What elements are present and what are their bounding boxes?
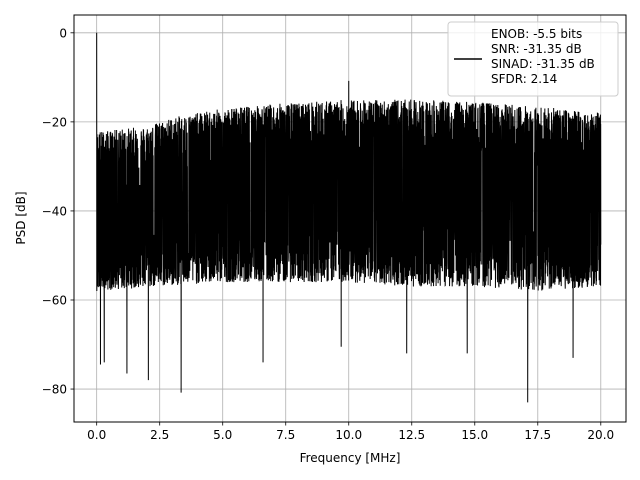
x-tick-label: 0.0 <box>87 428 106 442</box>
x-tick-label: 7.5 <box>276 428 295 442</box>
x-tick-label: 5.0 <box>213 428 232 442</box>
y-axis: 0 −20 −40 −60 −80 <box>42 26 74 397</box>
x-tick-label: 17.5 <box>524 428 551 442</box>
legend-sfdr: SFDR: 2.14 <box>491 72 557 86</box>
legend-enob: ENOB: -5.5 bits <box>491 27 582 41</box>
legend-sinad: SINAD: -31.35 dB <box>491 57 595 71</box>
x-axis-label: Frequency [MHz] <box>300 451 401 465</box>
y-tick-label: −80 <box>42 383 67 397</box>
legend-snr: SNR: -31.35 dB <box>491 42 582 56</box>
y-tick-label: −40 <box>42 204 67 218</box>
y-axis-label: PSD [dB] <box>14 191 28 244</box>
legend: ENOB: -5.5 bits SNR: -31.35 dB SINAD: -3… <box>447 21 619 97</box>
x-tick-label: 15.0 <box>461 428 488 442</box>
x-tick-label: 10.0 <box>335 428 362 442</box>
x-tick-label: 20.0 <box>587 428 614 442</box>
x-axis: 0.0 2.5 5.0 7.5 10.0 12.5 15.0 17.5 20.0 <box>87 422 614 442</box>
y-tick-label: 0 <box>59 26 67 40</box>
y-tick-label: −20 <box>42 115 67 129</box>
psd-series-line <box>96 32 602 403</box>
plot-frame <box>73 14 627 423</box>
legend-box <box>447 21 619 97</box>
x-tick-label: 2.5 <box>150 428 169 442</box>
y-tick-label: −60 <box>42 293 67 307</box>
x-tick-label: 12.5 <box>398 428 425 442</box>
